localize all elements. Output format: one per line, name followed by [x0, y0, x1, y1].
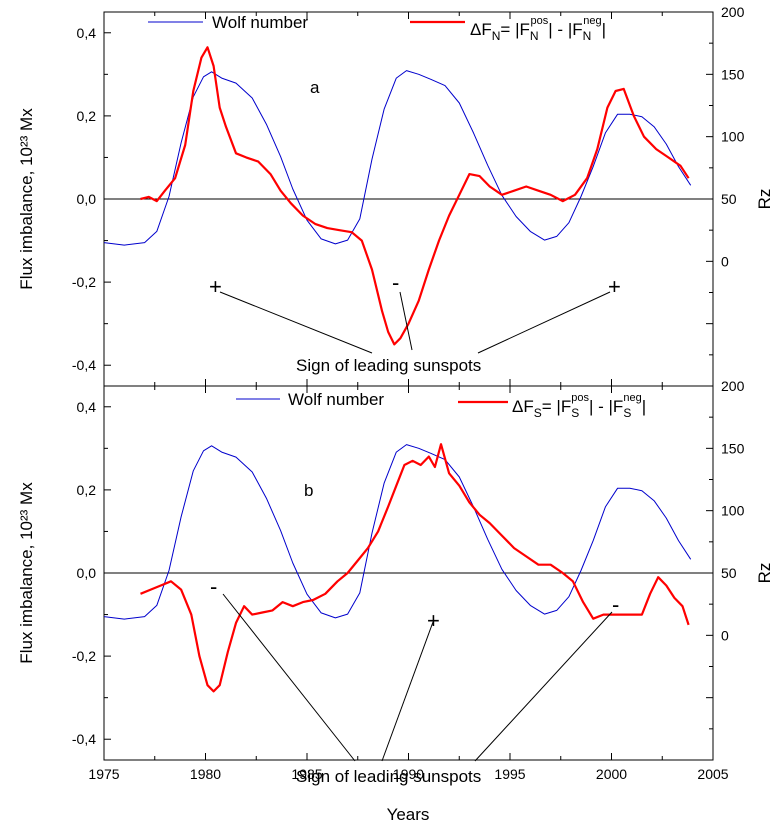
panel-a-y2tick-label: 150	[721, 66, 745, 82]
panel-a-ytick-label: -0,4	[72, 357, 96, 373]
panel-a-pointer-3	[477, 291, 611, 354]
panel-a-delta-eq: = |F	[500, 20, 529, 39]
panel-b-xtick-label: 1990	[393, 766, 424, 782]
panel-b-y2tick-label: 0	[721, 627, 729, 643]
panel-a-delta-legend-label: ΔFN= |FNpos| - |FNneg|	[470, 15, 606, 43]
panel-b-sign-2: +	[427, 608, 440, 633]
panel-a-delta-sub: N	[492, 29, 501, 43]
panel-b-wolf-series	[103, 444, 692, 620]
panel-b-ytick-label: 0,0	[77, 565, 97, 581]
panel-b-xtick-label: 1980	[190, 766, 221, 782]
panel-b-delta-pos: pos	[571, 392, 589, 404]
panel-a: -0,4 -0,2 0,0 0,2 0,4 0 50 100 150 200 Flux imbala…	[17, 4, 774, 387]
panel-b-ytick-label: 0,2	[77, 482, 97, 498]
panel-a-ytick-label: -0,2	[72, 274, 96, 290]
panel-b-delta-series	[140, 443, 690, 693]
panel-a-delta-sub3: N	[583, 29, 592, 43]
panel-a-pointer-1	[219, 291, 373, 354]
panel-a-sign-1: +	[209, 274, 222, 299]
panel-b-ytick-label: -0,2	[72, 648, 96, 664]
panel-a-y2label: Rz	[755, 189, 774, 210]
panel-a-sign-2: -	[392, 270, 399, 295]
panel-a-sign-3: +	[608, 274, 621, 299]
panel-a-delta-pos: pos	[531, 15, 549, 27]
panel-b-y2tick-label: 100	[721, 503, 745, 519]
panel-a-delta-end: |	[602, 20, 606, 39]
panel-a-wolf-series	[103, 70, 692, 246]
panel-b-ytick-label: 0,4	[77, 399, 97, 415]
panel-b-xtick-label: 2005	[697, 766, 728, 782]
panel-b-sign-3: -	[612, 592, 619, 617]
panel-b-pointer-1	[222, 593, 356, 762]
panel-a-ytick-label: 0,2	[77, 108, 97, 124]
panel-b-delta-legend-label: ΔFS= |FSpos| - |FSneg|	[512, 392, 646, 420]
panel-a-annotation: Sign of leading sunspots	[296, 356, 481, 375]
panel-b-xtick-label: 1995	[494, 766, 525, 782]
panel-b-ytick-label: -0,4	[72, 731, 96, 747]
panel-b: 1975 1980 1985 1990 1995 2000 2005-0,4-0,20,00…	[17, 378, 774, 782]
panel-a-y2tick-label: 100	[721, 129, 745, 145]
panel-b-delta-sub: S	[534, 406, 542, 420]
panel-a-delta-mid: | - |F	[548, 20, 582, 39]
panel-b-y2tick-label: 150	[721, 440, 745, 456]
panel-b-ylabel: Flux imbalance, 10²³ Mx	[17, 482, 36, 664]
panel-b-y2label: Rz	[755, 563, 774, 584]
panel-b-delta-end: |	[642, 397, 646, 416]
panel-b-pointer-3	[474, 611, 613, 762]
panel-b-delta-sub3: S	[623, 406, 631, 420]
panel-a-delta-sub2: N	[530, 29, 539, 43]
panel-b-delta-neg: neg	[623, 392, 641, 404]
panel-b-sign-1: -	[210, 574, 217, 599]
panel-a-wolf-legend-label: Wolf number	[212, 13, 308, 32]
panel-b-letter: b	[304, 481, 313, 500]
panel-a-pointer-2	[399, 291, 413, 351]
panel-b-xtick-label: 1985	[291, 766, 322, 782]
panel-b-y2tick-label: 50	[721, 565, 737, 581]
panel-b-xtick-label: 1975	[88, 766, 119, 782]
panel-a-ytick-label: 0,4	[77, 25, 97, 41]
panel-b-delta-eq: = |F	[542, 397, 571, 416]
panel-a-delta-series	[140, 46, 690, 346]
panel-a-y2tick-label: 50	[721, 191, 737, 207]
panel-a-ylabel: Flux imbalance, 10²³ Mx	[17, 108, 36, 290]
panel-a-y2tick-label: 200	[721, 4, 745, 20]
panel-b-pointer-2	[381, 621, 434, 762]
panel-a-letter: a	[310, 78, 320, 97]
panel-b-xtick-label: 2000	[596, 766, 627, 782]
panel-b-annotation: Sign of leading sunspots	[296, 767, 481, 786]
panel-b-delta-symbol: ΔF	[512, 397, 534, 416]
panel-b-delta-sub2: S	[571, 406, 579, 420]
panel-b-delta-mid: | - |F	[589, 397, 623, 416]
x-axis-title: Years	[387, 805, 430, 824]
panel-a-delta-neg: neg	[583, 15, 601, 27]
panel-b-y2tick-label: 200	[721, 378, 745, 394]
panel-a-delta-symbol: ΔF	[470, 20, 492, 39]
panel-a-y2tick-label: 0	[721, 253, 729, 269]
panel-a-ytick-label: 0,0	[77, 191, 97, 207]
panel-b-wolf-legend-label: Wolf number	[288, 390, 384, 409]
